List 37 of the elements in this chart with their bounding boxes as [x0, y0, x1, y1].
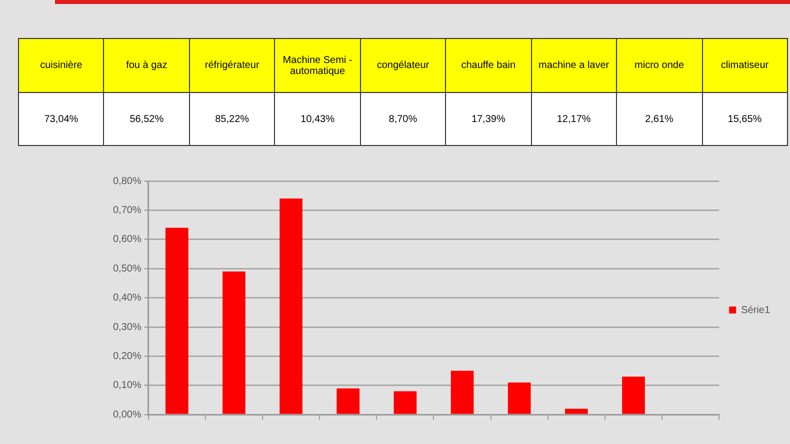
y-tick-label: 0,60% [112, 234, 142, 246]
bar [622, 376, 645, 414]
bar [394, 391, 417, 414]
legend-label: Série1 [741, 304, 770, 316]
category-label: Machine Semi - automatique [274, 38, 360, 92]
category-label: réfrigérateur [189, 38, 275, 92]
category-label: cuisinière [18, 38, 104, 92]
y-tick-label: 0,40% [112, 292, 142, 304]
text: 15,65% [728, 114, 762, 124]
bar [336, 388, 360, 414]
category-label: micro onde [616, 38, 702, 92]
text: 17,39% [471, 114, 506, 124]
bar [508, 382, 531, 414]
text: 56,52% [130, 114, 164, 124]
category-label: chauffe bain [446, 38, 532, 92]
text: 73,04% [44, 114, 78, 124]
y-tick-label: 0,20% [112, 350, 142, 362]
y-tick-label: 0,70% [112, 204, 142, 216]
bar [222, 272, 246, 414]
y-tick-label: 0,30% [112, 322, 142, 333]
y-tick-label: 0,10% [112, 380, 142, 392]
bar [450, 370, 474, 414]
text: 2,61% [645, 114, 674, 124]
text: 8,70% [388, 114, 418, 124]
text: 85,22% [215, 114, 250, 124]
y-tick-label: 0,50% [112, 263, 142, 274]
y-tick-label: 0,80% [112, 176, 142, 187]
bar [280, 198, 302, 414]
y-tick-label: 0,00% [112, 409, 142, 420]
category-label: congélateur [360, 38, 446, 92]
category-label: climatiseur [702, 38, 788, 92]
category-label: fou à gaz [104, 38, 190, 92]
text: 12,17% [556, 114, 591, 124]
bar [564, 408, 588, 414]
category-label: machine a laver [531, 38, 617, 92]
bar [165, 228, 188, 414]
text: 10,43% [300, 114, 334, 124]
